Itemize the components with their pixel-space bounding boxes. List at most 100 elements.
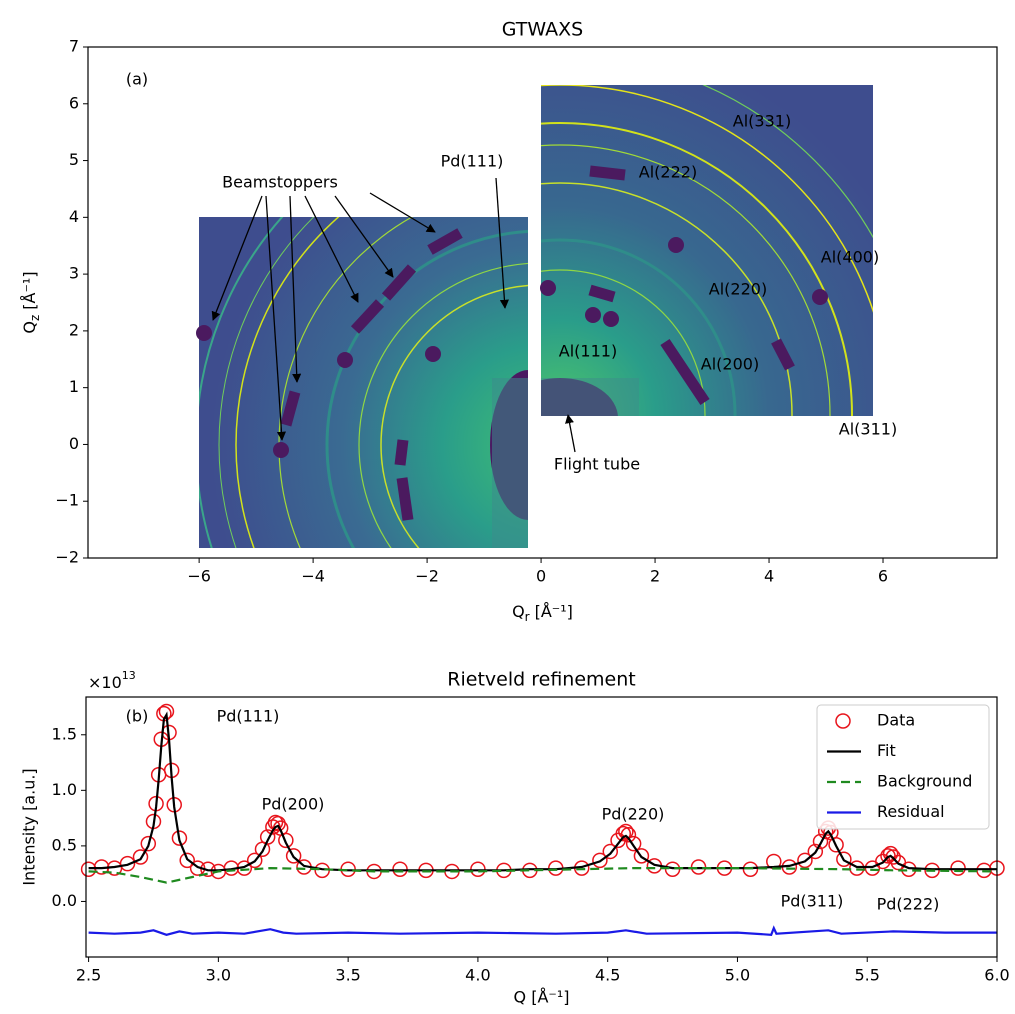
diffraction-ring	[541, 144, 831, 416]
data-point	[132, 849, 149, 865]
beamstopper-dot	[196, 325, 212, 341]
y-tick-label: 5	[69, 150, 79, 169]
data-point	[807, 843, 824, 860]
x-tick-label: 4	[764, 567, 774, 586]
axes-frame	[85, 696, 998, 958]
y-tick-label: 4	[69, 207, 79, 226]
beamstopper	[588, 284, 616, 303]
annotation-arrow	[565, 414, 576, 453]
x-tick-label: 0	[536, 567, 546, 586]
annotation-arrow	[289, 195, 302, 383]
y-axis-label: Qz [Å⁻¹]	[20, 271, 42, 333]
series-line	[88, 711, 997, 872]
diffraction-ring	[541, 122, 853, 416]
data-point	[849, 860, 865, 876]
x-axis-label: Q [Å⁻¹]	[514, 988, 570, 1007]
data-point	[80, 861, 97, 877]
x-axis-label: Qr [Å⁻¹]	[512, 602, 573, 624]
data-point	[924, 862, 940, 879]
series-line	[88, 925, 997, 936]
legend-label: Data	[877, 711, 915, 730]
annotation: Beamstoppers	[222, 173, 338, 192]
annotation: Pd(311)	[781, 892, 844, 911]
data-point	[828, 837, 844, 853]
x-tick-label: 4.0	[465, 966, 490, 985]
beamstopper-dot	[540, 280, 556, 296]
annotation-arrow	[304, 195, 359, 303]
beamstopper-dot	[812, 289, 828, 305]
data-point	[246, 852, 263, 869]
chart-title: Rietveld refinement	[447, 669, 635, 691]
x-axis-label-sub: r	[525, 610, 530, 624]
diffraction-ring	[380, 284, 528, 548]
annotation-arrow	[265, 195, 287, 441]
diffraction-ring	[541, 238, 737, 416]
y-tick-label: 3	[69, 264, 79, 283]
x-tick-label: 3.5	[335, 966, 360, 985]
y-tick-label: 7	[69, 37, 79, 56]
y-tick-label: 6	[69, 93, 79, 112]
data-point	[882, 845, 899, 862]
annotation: Al(400)	[821, 248, 879, 267]
annotation: Al(220)	[709, 280, 767, 299]
annotation: Pd(111)	[217, 707, 280, 726]
y-tick-label: 2	[69, 320, 79, 339]
data-point	[633, 848, 650, 864]
legend-marker	[835, 713, 851, 729]
x-tick-label: 2.5	[76, 966, 101, 985]
beamstopper	[427, 228, 463, 255]
diffraction-ring	[541, 182, 793, 416]
beamstopper	[381, 264, 417, 301]
beamstopper	[396, 477, 414, 521]
offset-text: ×1013	[88, 669, 136, 692]
annotation: Pd(111)	[441, 152, 504, 171]
y-axis-label-unit: [Å⁻¹]	[20, 271, 39, 309]
diffraction-ring	[325, 229, 528, 548]
y-tick-label: −1	[55, 491, 79, 510]
legend-box	[816, 704, 990, 830]
x-tick-label: 5.0	[725, 966, 750, 985]
annotation: Al(111)	[559, 342, 617, 361]
annotation-arrow	[495, 177, 509, 309]
x-tick-label: −6	[187, 567, 211, 586]
y-tick-label: 1.0	[52, 780, 77, 799]
beamstopper	[660, 338, 710, 406]
annotation: Al(200)	[701, 355, 759, 374]
annotation: Pd(220)	[602, 805, 665, 824]
flight-tube-region	[541, 378, 639, 416]
y-tick-label: 0.5	[52, 835, 77, 854]
flight-tube-region	[492, 378, 528, 548]
y-tick-label: 1	[69, 377, 79, 396]
data-point	[278, 832, 294, 849]
legend-label: Fit	[877, 741, 896, 760]
offset-exp: 13	[122, 669, 136, 682]
diffraction-ring	[235, 217, 340, 548]
beamstopper-dot	[603, 311, 619, 327]
beamstopper	[589, 165, 626, 181]
x-tick-label: −4	[301, 567, 325, 586]
data-point	[615, 825, 632, 842]
data-point	[664, 861, 681, 877]
beamstopper	[771, 338, 795, 371]
annotation: Al(222)	[639, 163, 697, 182]
annotation: Flight tube	[554, 455, 640, 474]
data-point	[259, 829, 276, 845]
legend-label: Residual	[877, 802, 945, 821]
data-point	[285, 848, 302, 864]
data-point	[119, 855, 136, 872]
x-tick-label: 3.0	[206, 966, 231, 985]
data-point	[875, 853, 891, 870]
y-axis-label-main: Q	[20, 321, 39, 334]
x-tick-label: 6	[878, 567, 888, 586]
beamstopper	[394, 439, 409, 466]
x-tick-label: 5.5	[855, 966, 880, 985]
diffraction-ring	[358, 262, 528, 548]
data-point	[620, 827, 637, 843]
y-tick-label: 1.5	[52, 724, 77, 743]
data-point	[602, 843, 619, 860]
x-tick-label: 4.5	[595, 966, 620, 985]
annotation-arrow	[211, 195, 263, 321]
data-point	[812, 833, 829, 850]
data-point	[625, 835, 642, 852]
